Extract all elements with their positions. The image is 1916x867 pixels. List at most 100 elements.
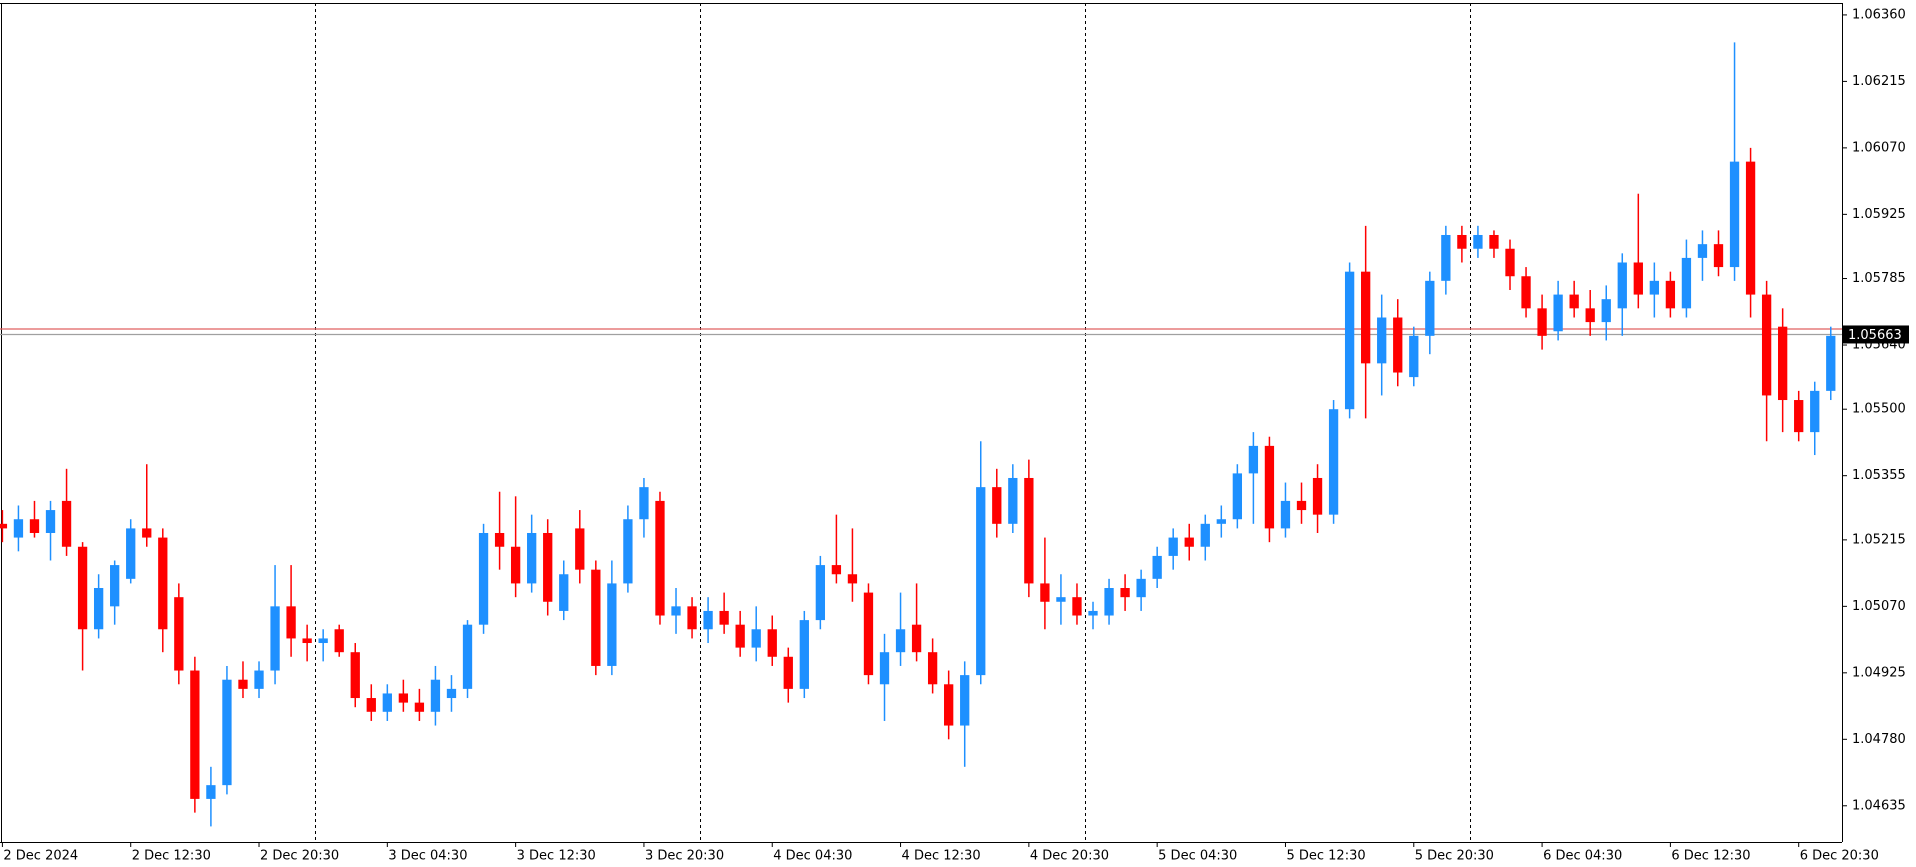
candle-body [1120, 588, 1130, 598]
x-tick-label: 2 Dec 2024 [3, 849, 78, 864]
x-tick-label: 2 Dec 20:30 [260, 849, 339, 864]
y-tick-label: 1.05070 [1852, 599, 1906, 614]
candle-body [29, 519, 40, 533]
candle-body [1489, 234, 1499, 249]
candle-body [1152, 555, 1162, 579]
candle-body [366, 698, 376, 712]
candle-body [45, 510, 56, 533]
candle-body [446, 688, 457, 699]
candle-body [142, 528, 152, 538]
y-tick-label: 1.04780 [1852, 732, 1906, 747]
candle-body [687, 606, 697, 630]
candle-body [1729, 161, 1740, 268]
candle-body [1088, 610, 1098, 616]
candle-body [1505, 248, 1515, 277]
candle-body [1168, 537, 1178, 556]
candle-body [1056, 597, 1066, 602]
candle-body [1633, 262, 1643, 295]
candle-body [462, 624, 473, 689]
candle-body [1425, 280, 1435, 336]
x-tick-label: 3 Dec 20:30 [645, 849, 724, 864]
candle-body [1072, 597, 1082, 616]
candle-body [190, 670, 200, 799]
candle-body [607, 583, 617, 666]
x-tick-label: 4 Dec 20:30 [1030, 849, 1109, 864]
candle-body [1713, 244, 1724, 268]
x-tick-label: 4 Dec 12:30 [902, 849, 981, 864]
y-tick-label: 1.05215 [1852, 532, 1906, 547]
candle-body [639, 487, 649, 520]
y-tick-label: 1.06070 [1852, 140, 1906, 155]
candle-body [1778, 326, 1788, 401]
candle-body [671, 606, 681, 616]
candle-body [302, 638, 312, 644]
candle-body [1457, 234, 1467, 249]
x-tick-label: 5 Dec 04:30 [1158, 849, 1237, 864]
candle-body [992, 487, 1002, 524]
candle-body [13, 519, 24, 538]
candle-body [1296, 500, 1307, 511]
y-tick-label: 1.05500 [1852, 402, 1906, 417]
candle-body [334, 629, 344, 653]
candle-body [1280, 500, 1291, 529]
candle-body [222, 679, 232, 786]
y-tick-label: 1.06215 [1852, 74, 1906, 89]
candle-body [655, 500, 665, 616]
candle-body [944, 684, 954, 726]
candle-body [0, 523, 8, 529]
y-tick-label: 1.06360 [1852, 7, 1906, 22]
candle-body [703, 610, 713, 630]
x-tick-label: 6 Dec 04:30 [1543, 849, 1622, 864]
x-tick-label: 3 Dec 04:30 [388, 849, 467, 864]
candle-body [61, 500, 72, 547]
x-tick-label: 6 Dec 20:30 [1800, 849, 1879, 864]
x-tick-label: 5 Dec 20:30 [1415, 849, 1494, 864]
candle-body [318, 638, 328, 644]
candle-body [1601, 299, 1611, 323]
candle-body [350, 652, 360, 699]
candle-body [494, 532, 505, 547]
x-tick-label: 6 Dec 12:30 [1671, 849, 1750, 864]
candle-body [751, 629, 761, 648]
candle-body [847, 574, 858, 584]
y-tick-label: 1.05355 [1852, 468, 1906, 483]
candle-body [911, 624, 922, 653]
candle-body [575, 528, 585, 570]
candle-body [93, 588, 104, 630]
candle-body [254, 670, 264, 689]
candle-body [1393, 317, 1403, 373]
y-tick-label: 1.04925 [1852, 665, 1906, 680]
bid-label-box [1843, 325, 1909, 344]
candle-body [1024, 477, 1034, 584]
candle-body [1200, 523, 1210, 547]
candle-body [1184, 537, 1194, 547]
candle-body [799, 620, 809, 689]
candle-body [783, 656, 793, 689]
candle-body [1136, 578, 1146, 598]
candle-body [1697, 244, 1708, 258]
candle-body [960, 675, 970, 726]
candle-body [1312, 477, 1323, 515]
candle-body [1810, 390, 1820, 433]
candle-body [1665, 280, 1676, 309]
candle-body [1617, 262, 1627, 309]
candle-body [767, 629, 777, 657]
candle-body [591, 569, 601, 666]
candle-body [1521, 276, 1531, 309]
candle-body [126, 528, 136, 579]
candle-body [174, 597, 184, 671]
candle-body [527, 532, 537, 584]
y-tick-label: 1.04635 [1852, 798, 1906, 813]
candle-body [815, 565, 826, 621]
candle-body [1745, 161, 1756, 295]
candle-body [1441, 234, 1451, 281]
y-tick-label: 1.05925 [1852, 207, 1906, 222]
candle-body [1216, 519, 1226, 524]
candle-body [382, 693, 392, 712]
y-tick-label: 1.05785 [1852, 271, 1906, 286]
candle-body [1104, 588, 1114, 616]
candle-body [1328, 409, 1339, 515]
candle-body [478, 532, 489, 625]
candle-body [1264, 445, 1275, 529]
